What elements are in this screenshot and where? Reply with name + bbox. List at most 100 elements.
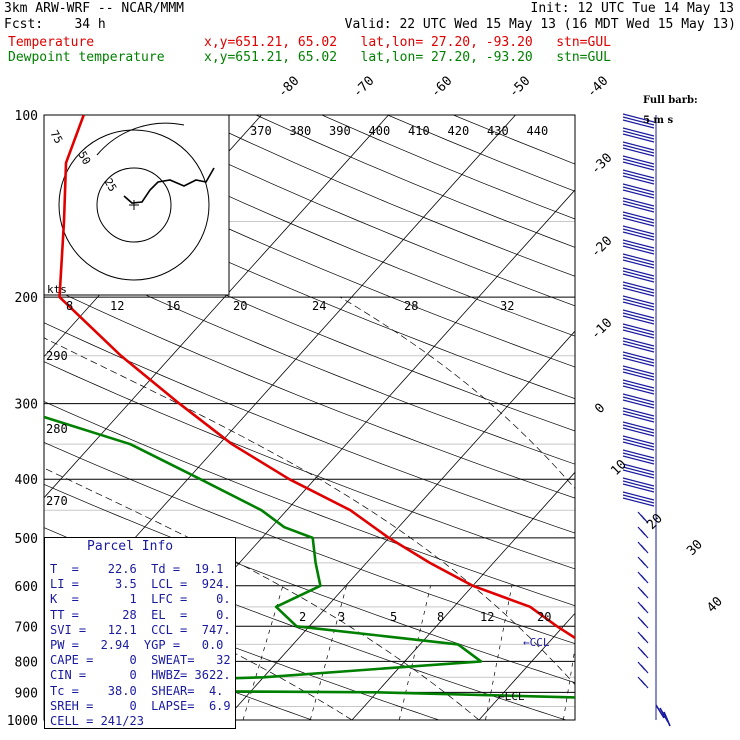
barb-flag <box>622 452 655 462</box>
barb-flag <box>622 273 655 283</box>
hodograph-speed-label: 32 <box>500 299 514 313</box>
barb-flag <box>622 340 655 350</box>
hodograph-speed-label: 8 <box>66 299 73 313</box>
barb-flag <box>640 529 649 539</box>
theta-label-left: 290 <box>46 349 68 363</box>
wind-barb <box>622 351 655 367</box>
wind-barb <box>622 491 655 507</box>
init-time: Init: 12 UTC Tue 14 May 13 <box>530 1 735 16</box>
barb-flag <box>622 326 655 336</box>
parcel-info-row: PW = 2.94 YGP = 0.0 <box>50 638 224 652</box>
pressure-tick-label: 400 <box>15 473 38 488</box>
dewpoint-location: x,y=651.21, 65.02 lat,lon= 27.20, -93.20… <box>204 50 611 65</box>
barb-flag <box>622 119 655 129</box>
barb-flag <box>622 424 655 434</box>
barb-flag <box>622 127 655 137</box>
barb-flag <box>622 382 655 392</box>
wind-barb <box>622 309 655 325</box>
wind-barb <box>622 183 655 199</box>
barb-flag <box>622 267 655 277</box>
hodograph-ring-outer <box>96 122 185 156</box>
barb-flag <box>622 368 655 378</box>
barb-flag <box>622 483 655 493</box>
barb-flag <box>622 214 655 224</box>
barb-flag <box>640 589 649 599</box>
theta-label: 430 <box>487 124 509 138</box>
barb-flag <box>622 144 655 154</box>
isotherm <box>606 115 740 720</box>
parcel-info-row: SREH = 0 LAPSE= 6.9 <box>50 698 231 713</box>
dry-adiabat <box>44 175 575 400</box>
hodograph: 75 50 25 kts <box>43 114 230 296</box>
barb-flag <box>622 399 655 409</box>
parcel-info-row: CIN = 0 HWBZ= 3622. <box>50 668 231 683</box>
dry-adiabat <box>44 140 575 368</box>
parcel-info-row: CELL = 241/23 <box>50 714 144 728</box>
barb-flag <box>640 559 649 569</box>
barb-flag <box>622 357 655 367</box>
parcel-info-row: SVI = 12.1 CCL = 747. <box>50 622 231 637</box>
hodograph-ring-label: 75 <box>47 128 65 146</box>
barb-key-title: Full barb: <box>642 95 698 106</box>
isotherm-label: -80 <box>275 74 302 101</box>
barb-key: Full barb: 5 m s <box>636 86 698 126</box>
barb-flag <box>622 239 655 249</box>
barb-flag <box>622 449 655 459</box>
theta-label: 370 <box>250 124 272 138</box>
barb-flag <box>622 466 655 476</box>
hodograph-speed-label: 24 <box>312 299 326 313</box>
wind-barb <box>637 646 649 659</box>
barb-flag <box>622 315 655 325</box>
pressure-tick-label: 300 <box>15 398 38 413</box>
barb-flag <box>622 427 655 437</box>
isotherm <box>733 115 740 720</box>
barb-flag <box>622 284 655 294</box>
barb-flag <box>622 197 655 207</box>
temperature-line <box>58 115 575 640</box>
isotherm <box>224 330 575 720</box>
barb-flag <box>622 161 655 171</box>
wind-barb-cluster <box>655 704 671 727</box>
barb-flag <box>622 480 655 490</box>
wind-barb <box>637 541 649 554</box>
pressure-tick-label: 700 <box>15 620 38 635</box>
barb-flag <box>622 410 655 420</box>
mixing-ratio-label: 3 <box>338 610 345 624</box>
pressure-tick-label: 600 <box>15 580 38 595</box>
dry-adiabat <box>44 361 575 570</box>
mixing-ratio-line <box>666 586 682 720</box>
hodograph-ring <box>58 129 210 281</box>
barb-flag <box>622 469 655 479</box>
hodograph-speed-label: 20 <box>233 299 247 313</box>
dry-adiabat <box>44 483 575 684</box>
barb-flag <box>622 245 655 255</box>
isotherm-label: -40 <box>584 74 611 101</box>
barb-key-units: 5 m s <box>642 115 674 126</box>
pressure-tick-label: 1000 <box>7 714 38 729</box>
wind-barb <box>637 616 649 629</box>
ccl-label: ←CCL <box>523 636 550 649</box>
wind-barb <box>622 113 655 129</box>
parcel-info-row: T = 22.6 Td = 19.1 <box>50 562 224 576</box>
barb-flag <box>622 242 655 252</box>
barb-flag <box>640 544 649 554</box>
barb-flag <box>622 497 655 507</box>
parcel-info-panel: Parcel Info T = 22.6 Td = 19.1 LI = 3.5 L… <box>44 537 236 729</box>
wind-barb <box>622 141 655 157</box>
barb-flag <box>622 407 655 417</box>
dry-adiabat <box>453 115 575 165</box>
wind-barb <box>622 379 655 395</box>
wind-barbs <box>622 113 671 727</box>
isotherm-label: -50 <box>506 74 533 101</box>
wind-barb <box>622 169 655 185</box>
barb-flag <box>622 256 655 266</box>
wind-barb <box>622 127 655 143</box>
barb-flag <box>640 679 649 689</box>
barb-flag <box>640 634 649 644</box>
wind-barb <box>622 155 655 171</box>
barb-flag <box>622 477 655 487</box>
isotherm <box>0 115 8 720</box>
barb-flag <box>622 189 655 199</box>
hodograph-ring <box>96 167 172 243</box>
hodograph-ring-label: 50 <box>75 149 93 167</box>
